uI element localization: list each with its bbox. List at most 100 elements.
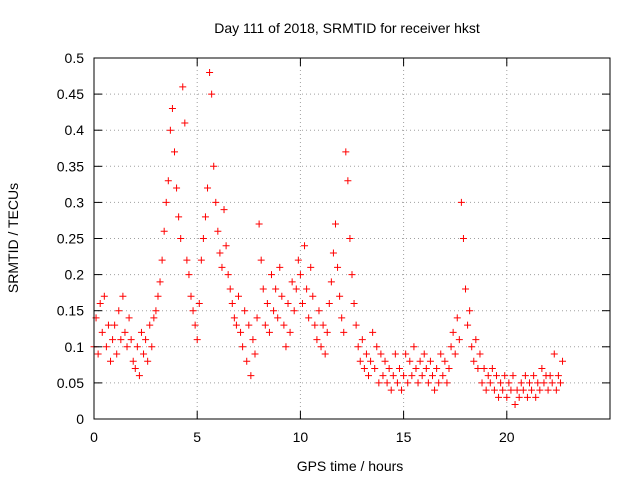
- data-point: [315, 307, 323, 315]
- data-point: [431, 386, 439, 394]
- data-point: [472, 336, 480, 344]
- data-point: [251, 350, 259, 358]
- data-point: [317, 343, 325, 351]
- data-point: [245, 321, 253, 329]
- data-point: [168, 105, 176, 113]
- data-point: [470, 357, 478, 365]
- data-point: [96, 299, 104, 307]
- data-point: [115, 307, 123, 315]
- data-points: [90, 68, 567, 409]
- data-point: [517, 379, 525, 387]
- x-tick-label: 5: [193, 429, 201, 445]
- data-point: [462, 285, 470, 293]
- y-tick-label: 0.1: [65, 339, 85, 355]
- data-point: [348, 271, 356, 279]
- y-tick-label: 0.4: [65, 122, 85, 138]
- data-point: [177, 235, 185, 242]
- data-point: [499, 386, 507, 394]
- data-point: [230, 314, 238, 322]
- data-point: [556, 379, 564, 387]
- data-point: [410, 343, 418, 351]
- data-point: [422, 364, 430, 372]
- data-point: [344, 177, 352, 185]
- data-point: [389, 372, 397, 380]
- data-point: [398, 386, 406, 394]
- data-point: [265, 328, 273, 336]
- data-point: [259, 285, 267, 293]
- data-point: [447, 343, 455, 351]
- data-point: [113, 350, 121, 358]
- data-point: [554, 372, 562, 380]
- data-point: [393, 379, 401, 387]
- y-tick-label: 0.2: [65, 267, 85, 283]
- data-point: [488, 364, 496, 372]
- data-point: [292, 285, 300, 293]
- data-point: [107, 357, 115, 365]
- data-point: [160, 227, 168, 235]
- data-point: [476, 350, 484, 358]
- data-point: [222, 242, 230, 250]
- data-point: [528, 386, 536, 394]
- data-point: [119, 292, 127, 300]
- data-point: [181, 119, 189, 127]
- data-point: [480, 364, 488, 372]
- data-point: [301, 242, 309, 250]
- data-point: [109, 336, 117, 344]
- data-point: [459, 235, 467, 242]
- data-point: [490, 386, 498, 394]
- data-point: [544, 386, 552, 394]
- data-point: [288, 278, 296, 286]
- data-point: [247, 372, 255, 380]
- data-point: [154, 292, 162, 300]
- data-point: [464, 321, 472, 329]
- data-point: [356, 357, 364, 365]
- data-point: [381, 357, 389, 365]
- data-point: [270, 307, 278, 315]
- data-point: [526, 379, 534, 387]
- data-point: [191, 321, 199, 329]
- data-point: [468, 343, 476, 351]
- data-point: [142, 336, 150, 344]
- data-point: [379, 372, 387, 380]
- data-point: [280, 321, 288, 329]
- data-point: [441, 357, 449, 365]
- data-point: [385, 364, 393, 372]
- data-point: [204, 184, 212, 192]
- data-point: [548, 379, 556, 387]
- data-point: [358, 336, 366, 344]
- data-point: [457, 198, 465, 206]
- data-point: [352, 321, 360, 329]
- data-point: [232, 321, 240, 329]
- axis-ticks: 0 0.05 0.1 0.15 0.2 0.25 0.3 0.35 0.4 0.45 0.5 0 5 10…: [57, 50, 610, 445]
- data-point: [98, 328, 106, 336]
- data-point: [482, 386, 490, 394]
- data-point: [272, 285, 280, 293]
- data-point: [94, 350, 102, 358]
- data-point: [478, 379, 486, 387]
- data-point: [513, 386, 521, 394]
- data-point: [146, 321, 154, 329]
- data-point: [187, 292, 195, 300]
- data-point: [474, 364, 482, 372]
- y-tick-label: 0.05: [57, 375, 84, 391]
- data-point: [420, 350, 428, 358]
- data-point: [360, 364, 368, 372]
- data-point: [179, 83, 187, 91]
- data-point: [484, 372, 492, 380]
- data-point: [519, 386, 527, 394]
- data-point: [433, 364, 441, 372]
- data-point: [538, 364, 546, 372]
- data-point: [501, 372, 509, 380]
- data-point: [342, 148, 350, 156]
- data-point: [158, 256, 166, 264]
- data-point: [327, 278, 335, 286]
- data-point: [369, 328, 377, 336]
- data-point: [206, 68, 214, 76]
- data-point: [445, 364, 453, 372]
- data-point: [201, 213, 209, 221]
- data-point: [274, 314, 282, 322]
- data-point: [365, 372, 373, 380]
- data-point: [408, 372, 416, 380]
- x-tick-label: 10: [293, 429, 309, 445]
- x-tick-label: 15: [396, 429, 412, 445]
